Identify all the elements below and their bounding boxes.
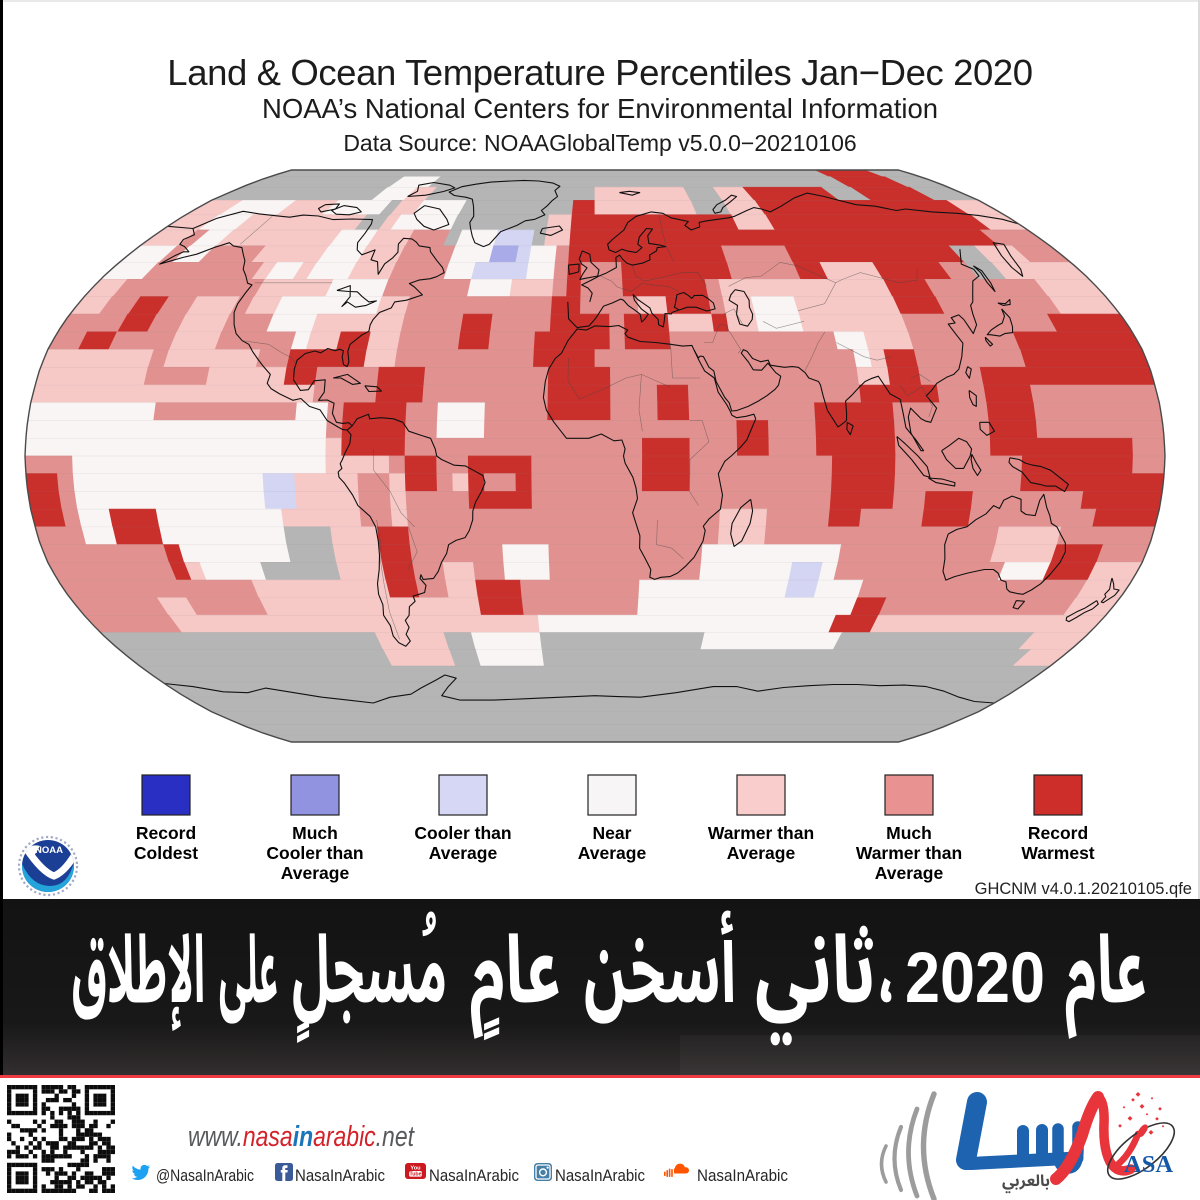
svg-text:Cooler than: Cooler than bbox=[266, 843, 363, 863]
svg-text:Cooler than: Cooler than bbox=[414, 823, 511, 843]
svg-text:Much: Much bbox=[886, 823, 932, 843]
svg-text:Near: Near bbox=[593, 823, 632, 843]
svg-text:Warmer than: Warmer than bbox=[708, 823, 814, 843]
svg-text:Average: Average bbox=[875, 863, 944, 883]
svg-text:NOAA: NOAA bbox=[35, 845, 63, 856]
svg-text:You: You bbox=[410, 1166, 421, 1172]
svg-text:Warmer than: Warmer than bbox=[856, 843, 962, 863]
svg-text:Record: Record bbox=[136, 823, 196, 843]
svg-text:@NasaInArabic: @NasaInArabic bbox=[156, 1167, 254, 1185]
svg-text:Average: Average bbox=[429, 843, 498, 863]
svg-text:NasaInArabic: NasaInArabic bbox=[555, 1167, 645, 1185]
svg-text:www.nasainarabic.net: www.nasainarabic.net bbox=[188, 1121, 416, 1153]
svg-text:Average: Average bbox=[578, 843, 647, 863]
svg-text:Warmest: Warmest bbox=[1021, 843, 1094, 863]
svg-text:NasaInArabic: NasaInArabic bbox=[429, 1167, 519, 1185]
svg-text:ASA: ASA bbox=[1124, 1151, 1173, 1178]
svg-text:Much: Much bbox=[292, 823, 338, 843]
svg-text:NasaInArabic: NasaInArabic bbox=[295, 1167, 385, 1185]
svg-text:Average: Average bbox=[727, 843, 796, 863]
svg-text:2020: 2020 bbox=[905, 939, 1045, 1018]
svg-text:GHCNM v4.0.1.20210105.qfe: GHCNM v4.0.1.20210105.qfe bbox=[975, 880, 1192, 898]
svg-text:Tube: Tube bbox=[409, 1172, 421, 1178]
svg-text:NasaInArabic: NasaInArabic bbox=[697, 1167, 788, 1185]
svg-text:Coldest: Coldest bbox=[134, 843, 198, 863]
svg-text:Average: Average bbox=[281, 863, 350, 883]
svg-text:Record: Record bbox=[1028, 823, 1088, 843]
